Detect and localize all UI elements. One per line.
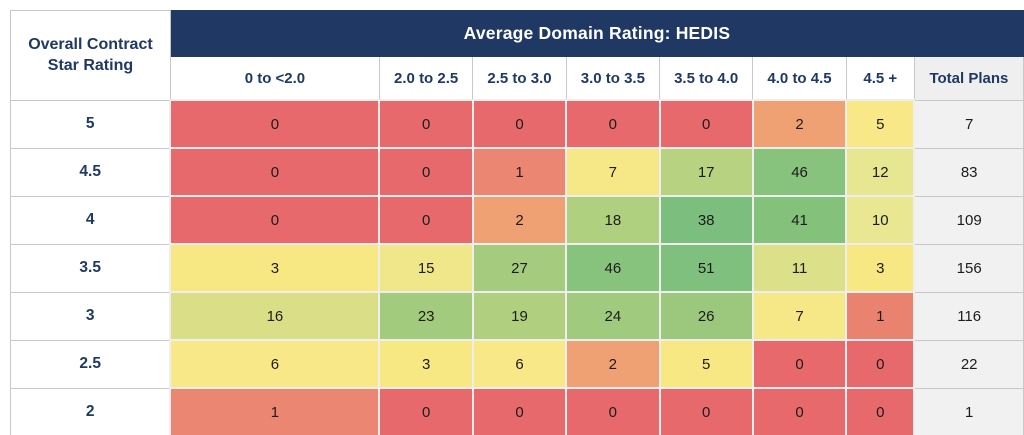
- heatmap-cell: 51: [658, 243, 754, 293]
- heatmap-cell: 0: [658, 99, 754, 149]
- column-header: 2.5 to 3.0: [472, 56, 567, 101]
- heatmap-cell: 0: [565, 387, 661, 435]
- row-label: 3: [10, 291, 171, 341]
- heatmap-cell: 2: [471, 195, 568, 245]
- heatmap-cell: 0: [845, 339, 916, 389]
- heatmap-cell: 2: [751, 99, 848, 149]
- table-row: 3.5 3 15 27 46 51 11 3 156: [10, 243, 1024, 293]
- heatmap-cell: 0: [378, 99, 474, 149]
- heatmap-cell: 7: [751, 291, 848, 341]
- heatmap-cell: 18: [565, 195, 661, 245]
- heatmap-cell: 7: [565, 147, 661, 197]
- total-plans-cell: 22: [913, 339, 1024, 389]
- column-header: 3.5 to 4.0: [659, 56, 754, 101]
- column-header: 4.0 to 4.5: [752, 56, 847, 101]
- table-row: 3 16 23 19 24 26 7 1 116: [10, 291, 1024, 341]
- table-body: 5 0 0 0 0 0 2 5 7 4.5 0 0 1 7 17 46 12 83 4 0 0 2 18 38 41 10 109 3…: [10, 99, 1024, 435]
- heatmap-cell: 0: [378, 147, 474, 197]
- heatmap-cell: 0: [169, 99, 381, 149]
- total-plans-header: Total Plans: [913, 56, 1024, 101]
- column-header-row: 0 to <2.0 2.0 to 2.5 2.5 to 3.0 3.0 to 3…: [11, 56, 1024, 101]
- total-plans-cell: 156: [913, 243, 1024, 293]
- heatmap-cell: 0: [751, 387, 848, 435]
- heatmap-cell: 12: [845, 147, 916, 197]
- heatmap-cell: 17: [658, 147, 754, 197]
- heatmap-cell: 0: [658, 387, 754, 435]
- heatmap-cell: 3: [169, 243, 381, 293]
- heatmap-cell: 46: [565, 243, 661, 293]
- heatmap-cell: 27: [471, 243, 568, 293]
- row-label: 2: [10, 387, 171, 435]
- heatmap-cell: 1: [845, 291, 916, 341]
- row-label: 4.5: [10, 147, 171, 197]
- column-header: 0 to <2.0: [169, 56, 380, 101]
- heatmap-cell: 6: [169, 339, 381, 389]
- row-label: 4: [10, 195, 171, 245]
- column-header: 2.0 to 2.5: [378, 56, 474, 101]
- heatmap-cell: 5: [845, 99, 916, 149]
- heatmap-cell: 0: [378, 387, 474, 435]
- heatmap-cell: 3: [845, 243, 916, 293]
- heatmap-cell: 24: [565, 291, 661, 341]
- total-plans-cell: 109: [913, 195, 1024, 245]
- heatmap-cell: 0: [751, 339, 848, 389]
- band-title: Average Domain Rating: HEDIS: [169, 10, 1024, 57]
- row-label: 2.5: [10, 339, 171, 389]
- heatmap-cell: 41: [751, 195, 848, 245]
- heatmap-cell: 26: [658, 291, 754, 341]
- corner-header-line1: Overall Contract: [28, 35, 153, 53]
- table-row: 2.5 6 3 6 2 5 0 0 22: [10, 339, 1024, 389]
- band-header-row: Overall Contract Star Rating Average Dom…: [10, 10, 1024, 101]
- heatmap-cell: 19: [471, 291, 568, 341]
- total-plans-cell: 7: [913, 99, 1024, 149]
- heatmap-cell: 0: [169, 147, 381, 197]
- heatmap-cell: 16: [169, 291, 381, 341]
- corner-header-line2: Star Rating: [47, 57, 134, 75]
- heatmap-cell: 23: [378, 291, 474, 341]
- heatmap-cell: 0: [169, 195, 381, 245]
- star-rating-heatmap-table: Overall Contract Star Rating Average Dom…: [10, 10, 1024, 435]
- column-header: 3.0 to 3.5: [565, 56, 661, 101]
- heatmap-cell: 1: [169, 387, 381, 435]
- heatmap-cell: 15: [378, 243, 474, 293]
- heatmap-cell: 0: [378, 195, 474, 245]
- row-label: 5: [10, 99, 171, 149]
- heatmap-cell: 0: [845, 387, 916, 435]
- table-row: 4.5 0 0 1 7 17 46 12 83: [10, 147, 1024, 197]
- heatmap-cell: 3: [378, 339, 474, 389]
- heatmap-cell: 0: [565, 99, 661, 149]
- heatmap-cell: 2: [565, 339, 661, 389]
- heatmap-cell: 0: [471, 387, 568, 435]
- total-plans-cell: 1: [913, 387, 1024, 435]
- heatmap-cell: 0: [471, 99, 568, 149]
- heatmap-cell: 6: [471, 339, 568, 389]
- table-row: 4 0 0 2 18 38 41 10 109: [10, 195, 1024, 245]
- heatmap-cell: 46: [751, 147, 848, 197]
- total-plans-cell: 83: [913, 147, 1024, 197]
- total-plans-cell: 116: [913, 291, 1024, 341]
- column-header: 4.5 +: [845, 56, 915, 101]
- heatmap-cell: 1: [471, 147, 568, 197]
- heatmap-cell: 10: [845, 195, 916, 245]
- heatmap-cell: 5: [658, 339, 754, 389]
- heatmap-cell: 11: [751, 243, 848, 293]
- row-label: 3.5: [10, 243, 171, 293]
- heatmap-cell: 38: [658, 195, 754, 245]
- corner-header: Overall Contract Star Rating: [10, 10, 171, 101]
